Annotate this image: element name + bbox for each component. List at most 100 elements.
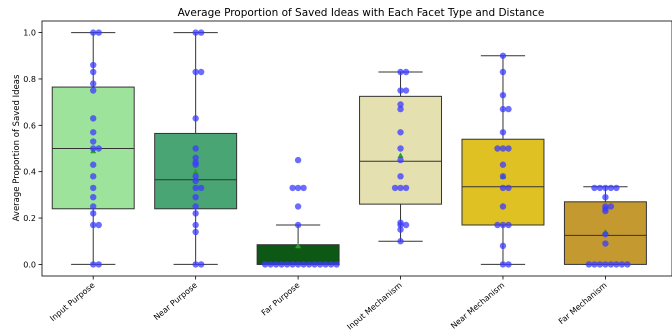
data-point — [494, 221, 501, 229]
data-point — [192, 29, 199, 36]
data-point — [602, 231, 609, 238]
data-point — [192, 145, 199, 152]
data-point — [294, 203, 302, 210]
data-point — [613, 184, 620, 192]
data-point — [402, 184, 410, 192]
data-point — [197, 261, 205, 268]
data-point — [90, 29, 97, 36]
data-point — [192, 203, 199, 210]
data-point — [294, 156, 302, 164]
data-point — [613, 261, 620, 268]
data-point — [300, 184, 307, 192]
data-point — [90, 138, 97, 145]
data-point — [397, 105, 404, 113]
data-point — [397, 101, 404, 108]
data-point — [90, 68, 97, 76]
data-point — [505, 145, 512, 152]
data-point — [402, 68, 410, 76]
data-point — [596, 261, 604, 268]
data-point — [327, 261, 335, 268]
data-point — [289, 184, 296, 192]
data-point — [90, 129, 97, 136]
mean-marker — [192, 168, 199, 175]
data-point — [90, 87, 97, 94]
box-group — [461, 55, 545, 265]
data-point — [95, 261, 102, 268]
data-point — [397, 87, 404, 94]
data-point — [499, 161, 507, 168]
data-point — [402, 221, 410, 229]
data-point — [316, 261, 324, 268]
data-point — [397, 221, 404, 229]
data-point — [397, 184, 404, 192]
data-point — [624, 261, 631, 268]
data-point — [311, 261, 318, 268]
data-point — [397, 226, 404, 233]
data-point — [90, 161, 97, 168]
data-point — [90, 80, 97, 87]
data-point — [585, 261, 593, 268]
data-point — [499, 203, 507, 210]
data-point — [192, 161, 199, 168]
y-tick-label: 0.0 — [23, 260, 36, 269]
data-point — [95, 145, 102, 152]
box-group — [256, 224, 340, 265]
data-point — [192, 221, 199, 229]
data-point — [192, 68, 199, 76]
data-point — [90, 61, 97, 69]
data-point — [602, 184, 609, 192]
data-point — [607, 203, 615, 210]
data-point — [197, 29, 205, 36]
data-point — [602, 261, 609, 268]
data-point — [322, 261, 329, 268]
data-point — [397, 238, 404, 245]
data-point — [192, 228, 199, 236]
data-point — [192, 115, 199, 122]
points-layer — [90, 29, 631, 268]
data-point — [192, 177, 199, 185]
chart-title: Average Proportion of Saved Ideas with E… — [178, 7, 545, 19]
data-point — [596, 184, 604, 192]
data-point — [192, 184, 199, 192]
data-point — [197, 184, 205, 192]
data-point — [333, 261, 340, 268]
data-point — [402, 87, 410, 94]
data-point — [499, 173, 507, 180]
data-point — [294, 184, 302, 192]
data-point — [192, 210, 199, 217]
x-tick-label: Input Mechanism — [345, 281, 404, 332]
data-point — [90, 203, 97, 210]
x-tick-label: Near Mechanism — [449, 281, 506, 331]
y-tick-label: 0.6 — [23, 121, 36, 130]
y-tick-label: 0.4 — [23, 168, 36, 177]
mean-marker — [397, 152, 404, 158]
data-point — [90, 184, 97, 192]
data-point — [602, 240, 609, 247]
mean-marker — [295, 242, 302, 249]
data-point — [602, 193, 609, 201]
y-tick-label: 0.2 — [23, 214, 36, 223]
data-point — [499, 129, 507, 136]
y-tick-label: 0.8 — [23, 75, 36, 84]
data-point — [505, 221, 512, 229]
x-tick-label: Far Purpose — [260, 281, 302, 318]
data-point — [494, 145, 501, 152]
data-point — [505, 105, 512, 113]
data-point — [391, 184, 399, 192]
data-point — [607, 261, 615, 268]
data-point — [90, 145, 97, 152]
data-point — [397, 156, 404, 164]
data-point — [602, 207, 609, 215]
data-point — [294, 221, 302, 229]
data-point — [90, 261, 97, 268]
data-point — [192, 261, 199, 268]
x-tick-label: Far Mechanism — [557, 281, 609, 327]
y-tick-label: 1.0 — [23, 29, 36, 38]
data-point — [95, 221, 102, 229]
data-point — [261, 261, 269, 268]
data-point — [272, 261, 280, 268]
data-point — [90, 210, 97, 217]
data-point — [397, 129, 404, 136]
data-point — [283, 261, 291, 268]
